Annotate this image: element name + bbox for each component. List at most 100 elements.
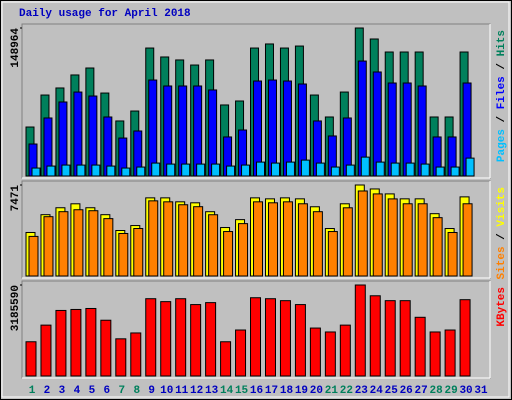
bar — [459, 299, 471, 377]
bar — [61, 164, 71, 177]
chart-title: Daily usage for April 2018 — [19, 8, 191, 20]
bar — [285, 161, 295, 177]
bar — [267, 79, 277, 177]
bar — [417, 203, 428, 277]
x-tick-label: 26 — [400, 385, 413, 397]
bar — [399, 300, 411, 377]
x-tick-label: 18 — [280, 385, 294, 397]
x-tick-label: 17 — [265, 385, 278, 397]
bar — [121, 167, 131, 177]
bar — [103, 218, 114, 277]
bar — [160, 301, 172, 377]
bar — [435, 166, 445, 177]
bar — [324, 331, 336, 377]
y-tick-label: 3185590 — [10, 285, 22, 331]
bar — [46, 165, 56, 177]
x-tick-label: 31 — [474, 385, 488, 397]
bar — [241, 164, 251, 177]
bar — [130, 332, 142, 377]
bar — [235, 329, 247, 377]
legend: Sites / Visits — [496, 187, 508, 279]
bar — [163, 85, 173, 177]
bar — [115, 338, 127, 377]
bar — [238, 223, 249, 277]
bar — [297, 203, 308, 277]
bar — [196, 163, 206, 177]
x-tick-label: 8 — [133, 385, 140, 397]
bar — [384, 300, 396, 377]
bar — [309, 327, 321, 377]
x-tick-label: 24 — [370, 385, 384, 397]
bar — [264, 298, 276, 377]
bar — [223, 231, 234, 277]
bar — [151, 162, 161, 177]
bar — [73, 209, 84, 277]
bar — [354, 284, 366, 377]
bar — [163, 201, 174, 277]
legend-entry: KBytes — [496, 287, 508, 327]
x-tick-label: 3 — [59, 385, 66, 397]
bar — [31, 167, 41, 177]
bar — [465, 157, 475, 177]
bar — [420, 163, 430, 177]
legend-separator: / — [496, 227, 508, 247]
bar — [282, 201, 293, 277]
bar — [387, 82, 397, 177]
bar — [429, 331, 441, 377]
y-tick-label: 148964 — [10, 28, 22, 68]
bar — [40, 324, 52, 377]
bar — [88, 210, 99, 277]
x-tick-label: 16 — [250, 385, 263, 397]
bar — [193, 85, 203, 177]
bar — [181, 163, 191, 177]
bar — [88, 95, 98, 177]
x-tick-label: 7 — [119, 385, 126, 397]
legend-entry: Hits — [496, 30, 508, 56]
bar — [345, 164, 355, 177]
bar — [414, 316, 426, 377]
x-tick-label: 20 — [310, 385, 323, 397]
bar — [357, 190, 368, 277]
bar — [175, 298, 187, 377]
bar — [342, 207, 353, 277]
legend-entry: Visits — [496, 187, 508, 227]
bar — [190, 304, 202, 377]
x-tick-label: 27 — [415, 385, 428, 397]
bar — [315, 162, 325, 177]
x-tick-label: 30 — [459, 385, 472, 397]
bar — [447, 232, 458, 277]
x-tick-label: 5 — [89, 385, 96, 397]
bar — [70, 308, 82, 377]
bar — [450, 166, 460, 177]
bar — [327, 231, 338, 277]
bar — [76, 164, 86, 177]
bar — [178, 85, 188, 177]
x-tick-label: 13 — [205, 385, 219, 397]
bar — [294, 304, 306, 377]
x-tick-label: 9 — [148, 385, 155, 397]
bar — [55, 309, 67, 377]
bar — [148, 200, 159, 277]
bar — [193, 206, 204, 277]
bar — [300, 159, 310, 177]
legend: Pages / Files / Hits — [496, 30, 508, 162]
bar — [312, 211, 323, 277]
bar — [432, 217, 443, 277]
bar — [208, 214, 219, 277]
bar — [58, 211, 69, 277]
x-tick-label: 22 — [340, 385, 353, 397]
bar — [387, 198, 398, 277]
x-tick-label: 2 — [44, 385, 51, 397]
x-tick-label: 12 — [190, 385, 203, 397]
bar — [339, 324, 351, 377]
x-tick-label: 21 — [325, 385, 339, 397]
bar — [405, 162, 415, 177]
legend-separator: / — [496, 56, 508, 76]
x-tick-label: 11 — [175, 385, 189, 397]
x-tick-label: 6 — [104, 385, 111, 397]
bar — [25, 341, 37, 377]
bar — [85, 307, 97, 377]
x-tick-label: 1 — [29, 385, 36, 397]
